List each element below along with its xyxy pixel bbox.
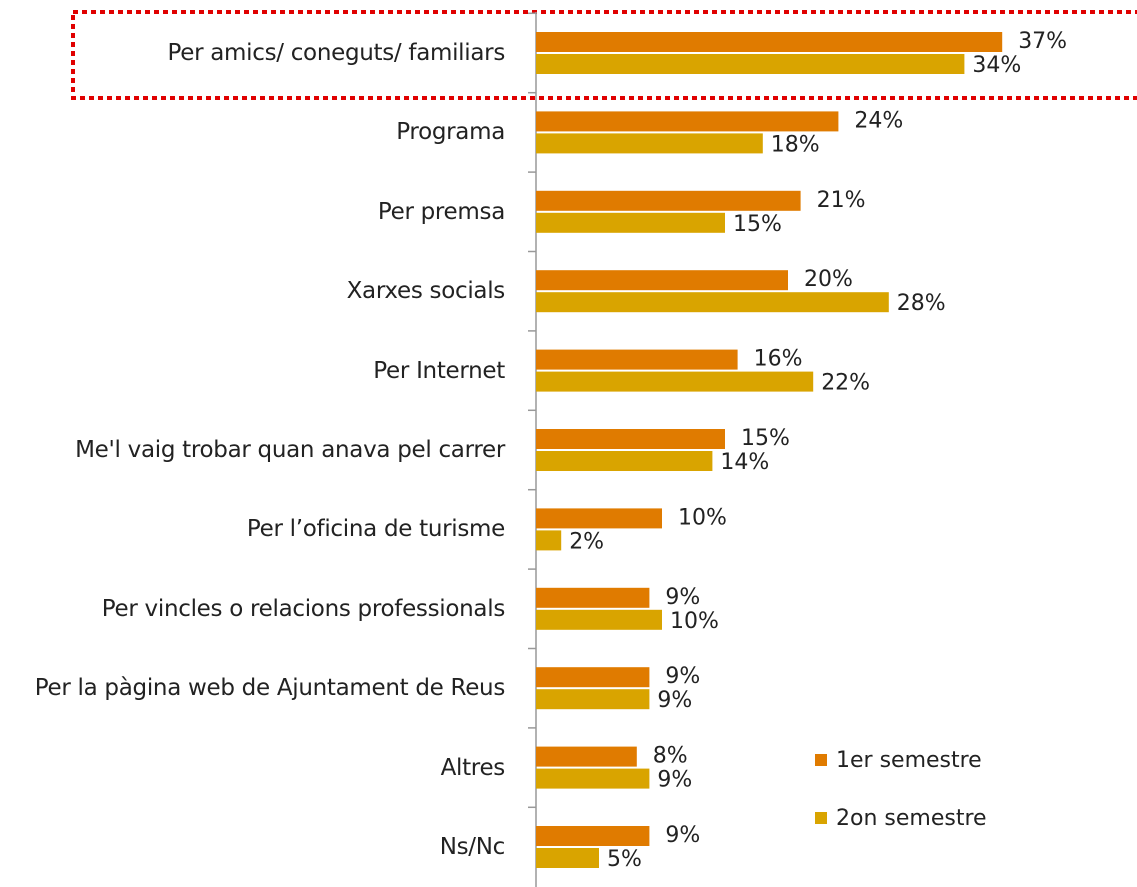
category-label: Per premsa — [377, 198, 505, 225]
value-label: 8% — [653, 744, 688, 769]
category-label: Xarxes socials — [346, 278, 506, 305]
bar — [536, 451, 713, 471]
highlight-box — [71, 10, 1137, 100]
category-label: Per Internet — [373, 357, 505, 384]
value-label: 5% — [607, 847, 642, 872]
bar — [536, 429, 725, 449]
value-label: 9% — [665, 823, 700, 848]
value-label: 37% — [1018, 29, 1067, 54]
value-label: 10% — [670, 609, 719, 634]
bar — [536, 111, 839, 132]
value-label: 24% — [854, 108, 903, 133]
bar — [536, 32, 1003, 52]
value-label: 9% — [657, 768, 692, 793]
bar — [536, 746, 637, 767]
bar — [536, 190, 801, 211]
value-label: 9% — [665, 585, 700, 610]
value-label: 34% — [972, 53, 1021, 78]
bar — [536, 349, 738, 370]
value-label: 10% — [678, 505, 727, 530]
category-label: Per vincles o relacions professionals — [101, 595, 506, 622]
bar — [536, 848, 599, 868]
bar — [536, 508, 662, 529]
value-label: 22% — [821, 371, 870, 396]
bar — [536, 54, 965, 74]
value-label: 18% — [771, 132, 820, 157]
value-label: 28% — [897, 291, 946, 316]
bar — [536, 689, 650, 710]
category-label: Ns/Nc — [439, 834, 506, 860]
value-label: 20% — [804, 267, 853, 292]
value-label: 16% — [754, 347, 803, 372]
category-label: Per amics/ coneguts/ familiars — [167, 40, 505, 66]
bar — [536, 826, 650, 846]
value-label: 21% — [817, 188, 866, 213]
category-label: Altres — [440, 754, 506, 781]
bar — [536, 212, 725, 233]
bar — [536, 609, 662, 630]
bar — [536, 587, 650, 608]
legend-swatch — [815, 812, 827, 824]
bar — [536, 133, 763, 154]
category-label: Per la pàgina web de Ajuntament de Reus — [34, 675, 506, 702]
value-label: 15% — [733, 212, 782, 237]
bar — [536, 530, 562, 551]
legend-swatch — [815, 754, 827, 766]
category-label: Per l’oficina de turisme — [246, 516, 505, 543]
category-label: Me'l vaig trobar quan anava pel carrer — [75, 437, 505, 463]
value-label: 14% — [720, 450, 769, 475]
value-label: 2% — [569, 529, 604, 554]
value-label: 15% — [741, 426, 790, 451]
value-label: 9% — [665, 664, 700, 689]
bar — [536, 270, 788, 291]
category-label: Programa — [396, 119, 505, 146]
legend-label: 1er semestre — [836, 748, 982, 773]
value-label: 9% — [657, 688, 692, 713]
bar — [536, 371, 814, 392]
legend-label: 2on semestre — [836, 806, 987, 831]
bar — [536, 667, 650, 688]
bar — [536, 768, 650, 789]
bar — [536, 292, 889, 313]
